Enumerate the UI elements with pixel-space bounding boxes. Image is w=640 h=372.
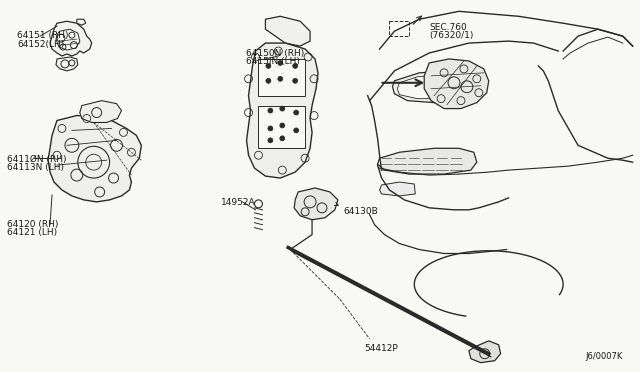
- Circle shape: [268, 108, 273, 113]
- Circle shape: [294, 128, 299, 133]
- Text: 64120 (RH): 64120 (RH): [7, 220, 59, 229]
- Polygon shape: [50, 21, 92, 56]
- Polygon shape: [80, 101, 122, 122]
- Polygon shape: [246, 43, 318, 178]
- Circle shape: [266, 63, 271, 68]
- Text: 64150N (RH): 64150N (RH): [246, 49, 304, 58]
- Polygon shape: [424, 59, 489, 109]
- Text: (76320/1): (76320/1): [429, 31, 474, 40]
- Circle shape: [266, 78, 271, 83]
- Text: 6415IN (LH): 6415IN (LH): [246, 57, 300, 66]
- Circle shape: [292, 78, 298, 83]
- Polygon shape: [77, 19, 86, 25]
- Text: 54412P: 54412P: [365, 344, 399, 353]
- Circle shape: [292, 63, 298, 68]
- Circle shape: [268, 138, 273, 143]
- Circle shape: [280, 106, 285, 111]
- Text: 14952A: 14952A: [221, 198, 255, 207]
- Circle shape: [268, 126, 273, 131]
- Text: 6411ØN (RH): 6411ØN (RH): [7, 155, 67, 164]
- Text: 64130B: 64130B: [344, 207, 379, 216]
- Polygon shape: [56, 29, 80, 50]
- Text: 64113N (LH): 64113N (LH): [7, 163, 65, 172]
- Polygon shape: [259, 59, 305, 96]
- Circle shape: [278, 76, 283, 81]
- Polygon shape: [266, 16, 310, 46]
- Polygon shape: [259, 106, 305, 148]
- Polygon shape: [294, 188, 338, 220]
- Polygon shape: [397, 75, 457, 99]
- Polygon shape: [56, 57, 78, 71]
- Polygon shape: [378, 148, 477, 174]
- Text: 64152(LH): 64152(LH): [17, 40, 65, 49]
- Text: 64151 (RH): 64151 (RH): [17, 31, 68, 40]
- Circle shape: [294, 110, 299, 115]
- Text: J6/0007K: J6/0007K: [586, 352, 623, 361]
- Circle shape: [280, 136, 285, 141]
- Polygon shape: [48, 116, 141, 202]
- Text: 64121 (LH): 64121 (LH): [7, 228, 58, 237]
- Polygon shape: [380, 182, 415, 196]
- Polygon shape: [469, 341, 500, 363]
- Circle shape: [278, 60, 283, 65]
- Text: SEC.760: SEC.760: [429, 23, 467, 32]
- Circle shape: [280, 123, 285, 128]
- Polygon shape: [392, 71, 467, 103]
